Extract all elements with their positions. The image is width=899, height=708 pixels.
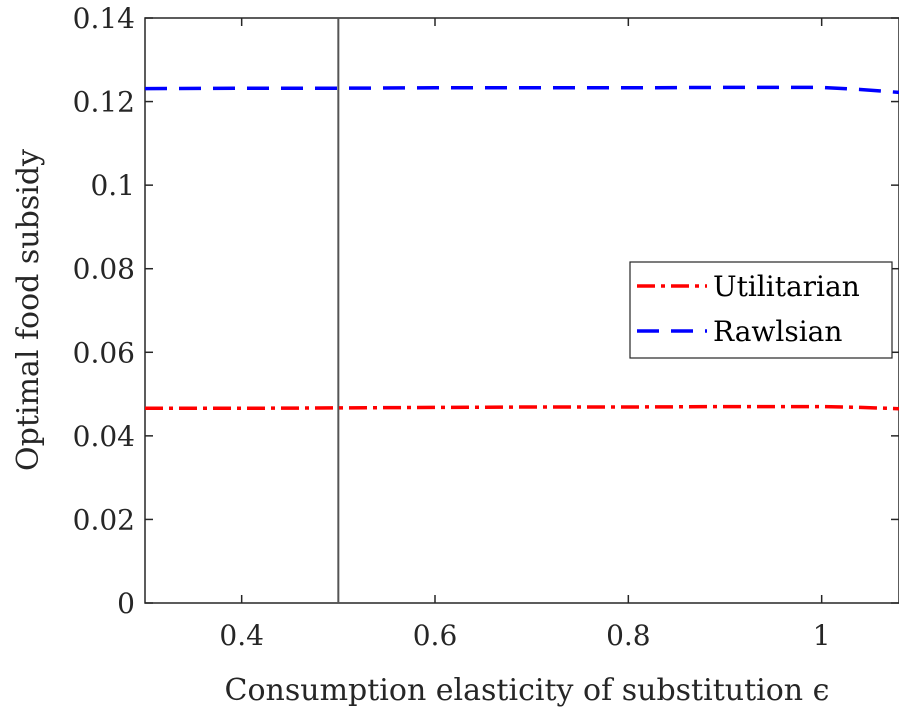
legend-box [629,261,893,359]
y-tick-label: 0.06 [73,336,135,369]
series-layer [144,85,899,411]
x-axis-label: Consumption elasticity of substitution ϵ [225,673,830,708]
x-axis: 0.4 0.6 0.8 1 [219,18,831,652]
legend: Utilitarian Rawlsian [629,261,893,359]
y-tick-label: 0 [117,587,135,620]
series-line-utilitarian [145,404,899,411]
legend-label-rawlsian: Rawlsian [713,315,842,348]
x-tick-label: 0.8 [606,619,651,652]
legend-label-utilitarian: Utilitarian [713,270,860,303]
y-tick-label: 0.04 [73,420,135,453]
x-tick-label: 0.4 [219,619,264,652]
y-tick-label: 0.08 [73,253,135,286]
y-tick-label: 0.02 [73,503,135,536]
x-tick-label: 0.6 [413,619,458,652]
y-tick-label: 0.1 [90,169,135,202]
y-tick-label: 0.14 [73,2,135,35]
y-tick-label: 0.12 [73,86,135,119]
x-tick-label: 1 [813,619,831,652]
y-axis-label: Optimal food subsidy [11,149,46,471]
series-line-rawlsian [144,85,899,95]
y-axis: 0 0.02 0.04 0.06 0.08 0.1 0.12 0.14 [73,2,899,620]
